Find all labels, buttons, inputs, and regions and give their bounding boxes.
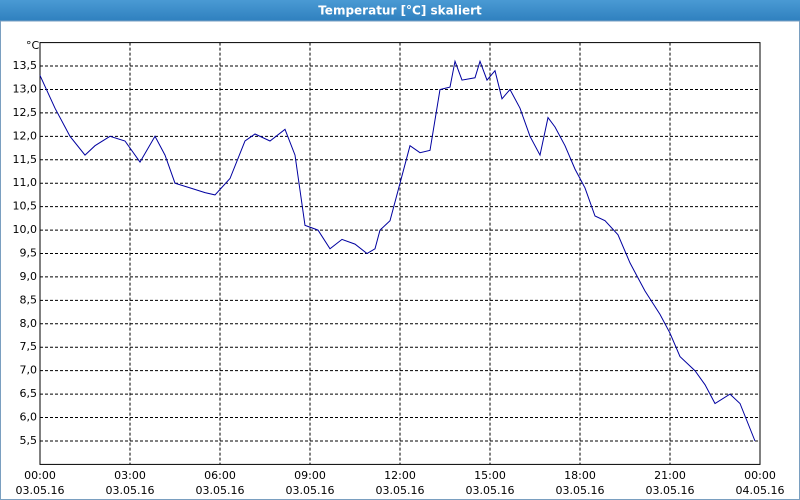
- y-tick-label: 10,0: [13, 223, 38, 236]
- x-tick-date: 03.05.16: [466, 484, 515, 497]
- y-tick-label: 7,0: [20, 364, 38, 377]
- y-tick-label: 8,0: [20, 317, 38, 330]
- temperature-line: [39, 59, 756, 442]
- x-tick-time: 00:00: [24, 469, 56, 482]
- x-tick-date: 03.05.16: [196, 484, 245, 497]
- y-tick-label: 12,5: [13, 106, 38, 119]
- y-tick-label: 8,5: [20, 293, 38, 306]
- x-tick-time: 21:00: [654, 469, 686, 482]
- y-tick-label: 9,5: [20, 247, 38, 260]
- x-tick-date: 03.05.16: [16, 484, 65, 497]
- x-tick-date: 04.05.16: [736, 484, 785, 497]
- y-tick-label: 13,0: [13, 82, 38, 95]
- x-tick-time: 03:00: [114, 469, 146, 482]
- y-unit: °C: [26, 39, 40, 52]
- y-tick-label: 6,0: [20, 411, 38, 424]
- x-tick-date: 03.05.16: [376, 484, 425, 497]
- x-tick-date: 03.05.16: [286, 484, 335, 497]
- title-bar: [0, 0, 800, 21]
- chart-title: Temperatur [°C] skaliert: [318, 4, 482, 18]
- y-tick-label: 11,5: [13, 153, 38, 166]
- x-tick-time: 06:00: [204, 469, 236, 482]
- x-tick-date: 03.05.16: [556, 484, 605, 497]
- x-tick-time: 18:00: [564, 469, 596, 482]
- plot-frame: [39, 42, 761, 465]
- x-tick-time: 00:00: [744, 469, 776, 482]
- y-tick-label: 13,5: [13, 59, 38, 72]
- y-tick-label: 10,5: [13, 200, 38, 213]
- x-tick-time: 15:00: [474, 469, 506, 482]
- y-tick-label: 12,0: [13, 129, 38, 142]
- y-tick-label: 9,0: [20, 270, 38, 283]
- x-tick-date: 03.05.16: [646, 484, 695, 497]
- y-tick-label: 5,5: [20, 434, 38, 447]
- y-tick-label: 11,0: [13, 176, 38, 189]
- x-tick-time: 09:00: [294, 469, 326, 482]
- y-tick-label: 6,5: [20, 387, 38, 400]
- x-tick-time: 12:00: [384, 469, 416, 482]
- x-tick-date: 03.05.16: [106, 484, 155, 497]
- y-tick-label: 7,5: [20, 340, 38, 353]
